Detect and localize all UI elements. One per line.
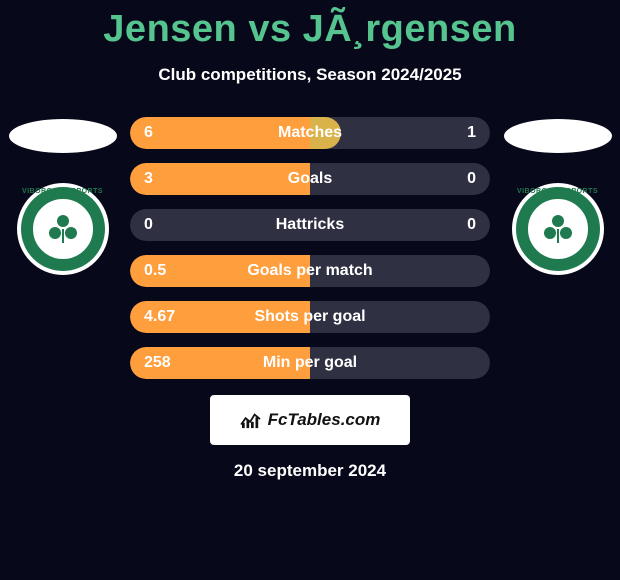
badge-text-top: VIBORG FODSPORTS [517, 188, 598, 195]
date-text: 20 september 2024 [0, 461, 620, 481]
stat-label: Matches [130, 117, 490, 149]
badge-text-bot: 1896 [54, 263, 72, 270]
stat-label: Goals per match [130, 255, 490, 287]
stat-bar: 00Hattricks [130, 209, 490, 241]
stat-bar: 258Min per goal [130, 347, 490, 379]
comparison-content: VIBORG FODSPORTS 1896 61Matches 30Goals 00… [0, 117, 620, 379]
stat-bars: 61Matches 30Goals 00Hattricks 0.5Goals per … [130, 117, 490, 379]
subtitle: Club competitions, Season 2024/2025 [0, 65, 620, 85]
page-title: Jensen vs JÃ¸rgensen [0, 0, 620, 51]
right-player-column: VIBORG FODSPORTS 1896 [500, 117, 615, 275]
stat-bar: 0.5Goals per match [130, 255, 490, 287]
stat-label: Hattricks [130, 209, 490, 241]
stat-bar: 61Matches [130, 117, 490, 149]
left-avatar-placeholder [9, 119, 117, 153]
right-club-badge: VIBORG FODSPORTS 1896 [512, 183, 604, 275]
left-player-column: VIBORG FODSPORTS 1896 [5, 117, 120, 275]
clover-icon [538, 209, 578, 249]
brand-chart-icon [240, 411, 262, 429]
stat-bar: 30Goals [130, 163, 490, 195]
right-avatar-placeholder [504, 119, 612, 153]
stat-label: Min per goal [130, 347, 490, 379]
brand-text: FcTables.com [268, 410, 381, 430]
brand-pill: FcTables.com [210, 395, 410, 445]
badge-text-bot: 1896 [549, 263, 567, 270]
badge-center [39, 205, 87, 253]
left-club-badge: VIBORG FODSPORTS 1896 [17, 183, 109, 275]
stat-label: Goals [130, 163, 490, 195]
badge-text-top: VIBORG FODSPORTS [22, 188, 103, 195]
stat-bar: 4.67Shots per goal [130, 301, 490, 333]
clover-icon [43, 209, 83, 249]
stat-label: Shots per goal [130, 301, 490, 333]
badge-center [534, 205, 582, 253]
